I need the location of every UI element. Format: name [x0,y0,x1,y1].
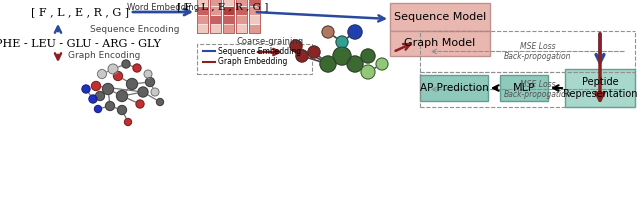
Circle shape [118,105,127,114]
Text: [ F , L , E , R , G ]: [ F , L , E , R , G ] [31,7,129,17]
Circle shape [95,92,104,101]
Bar [236,15,247,24]
Circle shape [92,82,100,91]
Circle shape [125,119,131,125]
Circle shape [108,64,118,74]
Text: Coarse-graining: Coarse-graining [236,37,303,46]
Bar [236,0,247,33]
Circle shape [348,25,362,39]
Circle shape [116,91,127,102]
Circle shape [336,36,348,48]
Bar [210,0,221,33]
Circle shape [151,88,159,96]
Text: Graph Model: Graph Model [404,39,476,49]
Bar [249,6,260,15]
Circle shape [113,71,122,81]
Circle shape [333,47,351,65]
Text: [ F , L , E , R , G ]: [ F , L , E , R , G ] [177,2,269,11]
Circle shape [308,46,320,58]
Text: MSE Loss
Back-propogation: MSE Loss Back-propogation [504,80,572,99]
Bar [249,24,260,33]
Circle shape [361,65,375,79]
Text: Word Embedding: Word Embedding [127,2,199,11]
Circle shape [361,49,375,63]
Bar [223,24,234,33]
Bar [223,15,234,24]
Bar [210,24,221,33]
Circle shape [290,40,302,52]
Bar [223,0,234,6]
Bar [223,0,234,33]
Text: Sequence Model: Sequence Model [394,12,486,22]
Bar [420,75,488,101]
Circle shape [144,70,152,78]
Bar [197,15,208,24]
Bar [197,6,208,15]
Circle shape [320,56,336,72]
Bar [390,3,490,31]
Text: Sequence Embedding: Sequence Embedding [218,47,301,55]
Circle shape [138,87,148,97]
Bar [197,44,312,74]
Circle shape [136,100,144,108]
Text: Peptide
Representation: Peptide Representation [563,77,637,99]
Circle shape [127,79,138,90]
Bar [210,6,221,15]
Circle shape [102,83,113,94]
Circle shape [347,56,363,72]
Bar [210,15,221,24]
Bar [197,24,208,33]
Bar [249,0,260,33]
Bar [390,31,490,56]
Circle shape [133,64,141,72]
Bar [210,0,221,6]
Circle shape [97,70,106,79]
Text: MLP: MLP [513,83,535,93]
Text: Graph Embedding: Graph Embedding [218,58,287,67]
Text: PHE - LEU - GLU - ARG - GLY: PHE - LEU - GLU - ARG - GLY [0,39,161,49]
Circle shape [376,58,388,70]
Bar [197,0,208,33]
Text: AP Prediction: AP Prediction [420,83,488,93]
Circle shape [106,102,115,111]
Circle shape [122,60,130,68]
Bar [197,0,208,6]
Circle shape [82,85,90,93]
Circle shape [157,99,163,105]
Text: Graph Encoding: Graph Encoding [68,51,140,61]
Bar [249,0,260,6]
Circle shape [296,50,308,62]
Text: MSE Loss
Back-propogation: MSE Loss Back-propogation [504,42,572,61]
Circle shape [322,26,334,38]
Bar [249,15,260,24]
Bar [236,6,247,15]
Circle shape [145,78,154,86]
Bar [500,75,548,101]
Circle shape [95,105,102,112]
Bar [236,24,247,33]
Bar [236,0,247,6]
Bar [565,69,635,107]
Text: Sequence Encoding: Sequence Encoding [90,26,179,34]
Bar [223,6,234,15]
Circle shape [89,95,97,103]
